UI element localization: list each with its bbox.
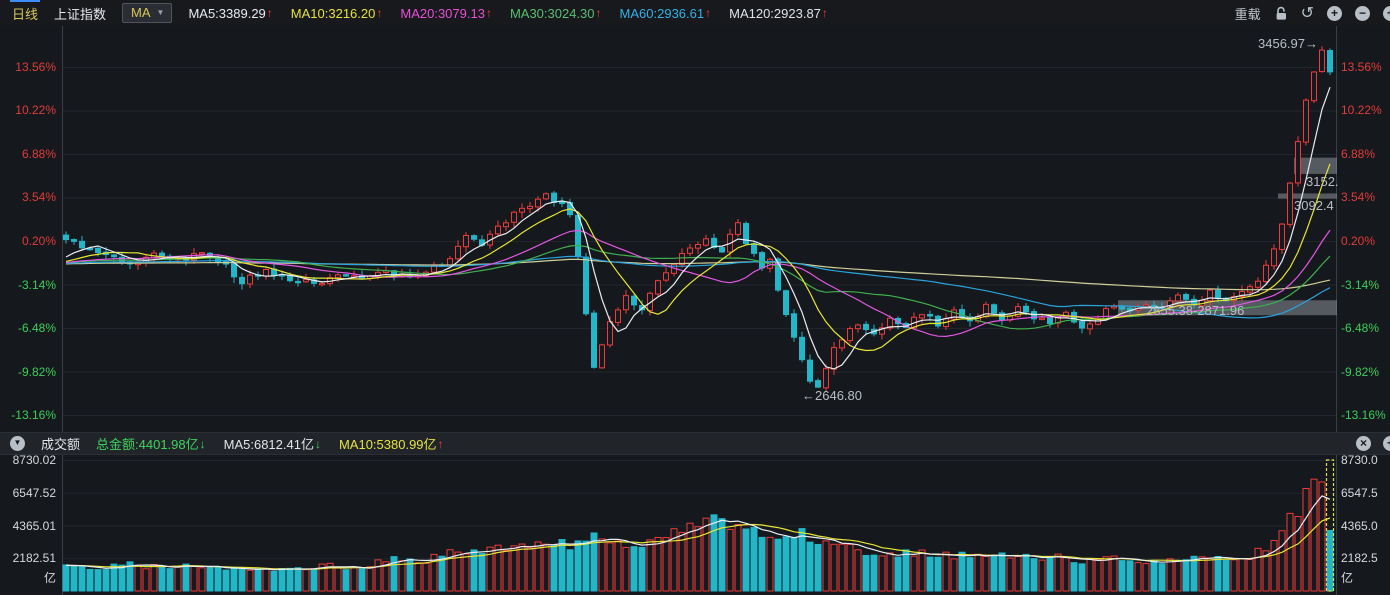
volume-metric-2: MA10:5380.99亿 ↑ bbox=[339, 434, 444, 453]
ma-dropdown-label: MA bbox=[131, 5, 151, 20]
zoom-in-icon[interactable]: + bbox=[1327, 5, 1342, 21]
ma-legend-item-label: MA30:3024.30 bbox=[509, 5, 595, 21]
symbol-label[interactable]: 上证指数 bbox=[54, 6, 107, 22]
undo-icon[interactable]: ↺ bbox=[1300, 4, 1314, 22]
volume-legend: 总金额:4401.98亿 ↓ MA5:6812.41亿 ↓ MA10:5380.99亿 ↑ bbox=[96, 434, 444, 453]
high-annotation: 3456.97→ bbox=[1258, 36, 1318, 51]
axis-tick-label: 8730.0 bbox=[1341, 453, 1378, 467]
axis-tick-label: 2182.5 bbox=[1341, 551, 1378, 566]
ma-legend-item-3: MA30:3024.30 ↑ bbox=[510, 6, 602, 21]
up-arrow-icon: ↑ bbox=[485, 6, 492, 20]
ma-legend-item-4: MA60:2936.61 ↑ bbox=[620, 6, 712, 21]
ma-legend: MA5:3389.29 ↑ MA10:3216.20 ↑ MA20:3079.13 ↑ MA… bbox=[188, 6, 827, 21]
axis-tick-label: 10.22% bbox=[1341, 103, 1382, 118]
ma-legend-item-0: MA5:3389.29 ↑ bbox=[188, 6, 272, 21]
ma-legend-item-5: MA120:2923.87 ↑ bbox=[729, 6, 828, 21]
axis-tick-label: -9.82% bbox=[17, 364, 56, 379]
more-icon[interactable]: + bbox=[1383, 5, 1390, 21]
down-arrow-icon: ↓ bbox=[314, 436, 321, 451]
up-arrow-icon: ↑ bbox=[437, 436, 444, 451]
ma-legend-item-2: MA20:3079.13 ↑ bbox=[400, 6, 492, 21]
volume-chart[interactable] bbox=[62, 455, 1337, 595]
up-arrow-icon: ↑ bbox=[266, 6, 273, 20]
candlestick-chart[interactable] bbox=[62, 26, 1337, 432]
volume-metric-label: 总金额:4401.98亿 bbox=[96, 437, 199, 452]
axis-tick-label: -9.82% bbox=[1341, 364, 1380, 379]
ma-legend-item-label: MA120:2923.87 bbox=[729, 5, 821, 21]
axis-tick-label: 0.20% bbox=[1341, 234, 1376, 248]
axis-tick-label: -6.48% bbox=[17, 321, 56, 335]
close-icon[interactable]: × bbox=[1356, 436, 1371, 451]
axis-tick-label: -13.16% bbox=[1341, 408, 1386, 422]
volume-panel-title: 成交额 bbox=[41, 437, 81, 452]
up-arrow-icon: ↑ bbox=[595, 6, 602, 20]
axis-tick-label: -3.14% bbox=[17, 277, 56, 292]
axis-tick-label: 亿 bbox=[43, 571, 56, 585]
ma-dropdown[interactable]: MA ▼ bbox=[122, 3, 173, 23]
volume-metric-label: MA5:6812.41亿 bbox=[223, 437, 314, 452]
axis-tick-label: 13.56% bbox=[15, 59, 56, 74]
ma-legend-item-label: MA60:2936.61 bbox=[619, 5, 705, 21]
volume-panel-header: ▼ 成交额 总金额:4401.98亿 ↓ MA5:6812.41亿 ↓ MA10:538… bbox=[0, 432, 1390, 455]
axis-tick-label: 2182.51 bbox=[12, 551, 56, 566]
ma-legend-item-label: MA20:3079.13 bbox=[400, 5, 485, 21]
axis-tick-label: -13.16% bbox=[11, 408, 56, 422]
axis-tick-label: 4365.01 bbox=[12, 518, 56, 533]
up-arrow-icon: ↑ bbox=[376, 6, 383, 20]
up-arrow-icon: ↑ bbox=[705, 6, 712, 20]
ma-legend-item-1: MA10:3216.20 ↑ bbox=[291, 6, 383, 21]
axis-tick-label: 6.88% bbox=[21, 146, 56, 161]
volume-metric-label: MA10:5380.99亿 bbox=[338, 437, 437, 452]
down-arrow-icon: ↓ bbox=[199, 436, 206, 451]
axis-tick-label: 0.20% bbox=[21, 234, 56, 248]
ma-legend-item-label: MA10:3216.20 bbox=[290, 5, 376, 21]
period-selector[interactable]: 日线 bbox=[12, 6, 39, 22]
active-tab-indicator bbox=[10, 0, 40, 2]
axis-tick-label: 6547.5 bbox=[1341, 485, 1378, 500]
top-toolbar: 日线 上证指数 MA ▼ MA5:3389.29 ↑ MA10:3216.20 ↑ MA… bbox=[0, 0, 1390, 26]
price-chart-panel[interactable]: 13.56% 10.22% 6.88% 3.54% 0.20% -3.14% -6.48% -… bbox=[0, 26, 1390, 432]
axis-tick-label: 6.88% bbox=[1341, 146, 1376, 161]
axis-tick-label: 3.54% bbox=[21, 190, 56, 205]
axis-tick-label: -6.48% bbox=[1341, 321, 1380, 335]
reload-button[interactable]: 重载 bbox=[1234, 6, 1261, 22]
gap-price-label-3152: 3152. bbox=[1306, 174, 1339, 189]
axis-tick-label: -3.14% bbox=[1341, 277, 1380, 292]
zoom-out-icon[interactable]: − bbox=[1355, 5, 1370, 21]
axis-tick-label: 10.22% bbox=[15, 103, 56, 118]
axis-tick-label: 3.54% bbox=[1341, 190, 1376, 205]
chevron-down-icon: ▼ bbox=[156, 8, 165, 17]
axis-tick-label: 亿 bbox=[1341, 571, 1354, 585]
axis-tick-label: 4365.0 bbox=[1341, 518, 1378, 533]
volume-metric-1: MA5:6812.41亿 ↓ bbox=[224, 434, 321, 453]
more-icon[interactable]: + bbox=[1383, 436, 1390, 451]
ma-legend-item-label: MA5:3389.29 bbox=[188, 5, 266, 21]
gap-price-label-3092: 3092.4 bbox=[1294, 198, 1334, 213]
axis-tick-label: 6547.52 bbox=[12, 485, 56, 500]
collapse-icon[interactable]: ▼ bbox=[10, 436, 25, 451]
volume-chart-panel[interactable]: 8730.02 6547.52 4365.01 2182.51 亿 8730.0 6547… bbox=[0, 453, 1390, 595]
up-arrow-icon: ↑ bbox=[821, 6, 828, 20]
axis-tick-label: 8730.02 bbox=[12, 453, 56, 467]
gap-range-label: 2855.38-2871.96 bbox=[1146, 303, 1245, 318]
volume-metric-0: 总金额:4401.98亿 ↓ bbox=[96, 434, 206, 453]
low-annotation: ←2646.80 bbox=[802, 388, 862, 403]
unlock-icon[interactable] bbox=[1274, 6, 1288, 21]
axis-tick-label: 13.56% bbox=[1341, 59, 1382, 74]
